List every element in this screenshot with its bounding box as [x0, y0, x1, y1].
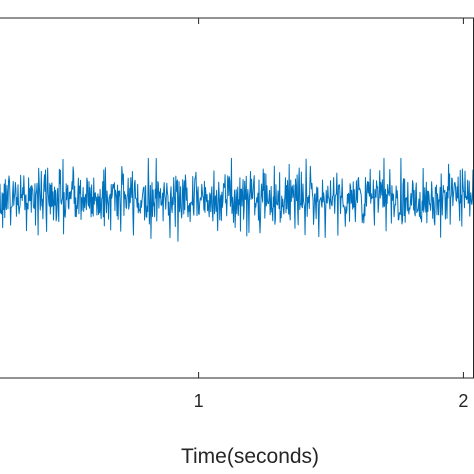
x-tick-label: 2: [458, 391, 468, 411]
plot-area: [0, 157, 474, 242]
series-line: [0, 157, 474, 242]
x-tick-label: 1: [194, 391, 204, 411]
x-axis-label: Time(seconds): [181, 445, 319, 468]
